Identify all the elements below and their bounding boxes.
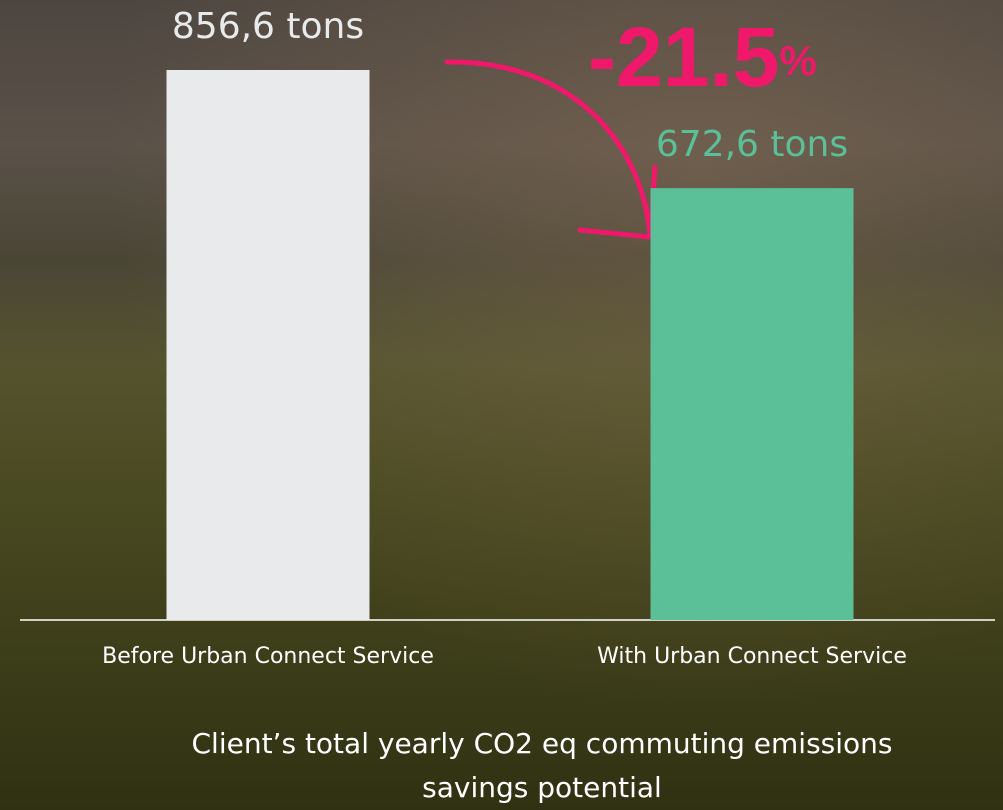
bar — [167, 70, 370, 620]
value-label: 856,6 tons — [172, 6, 364, 47]
chart-title: Client’s total yearly CO2 eq commuting e… — [160, 722, 924, 810]
change-unit: % — [779, 37, 816, 84]
bar — [651, 188, 854, 620]
slide: -21.5% 856,6 tons Before Urban Connect Se… — [0, 0, 1003, 810]
change-value: -21.5 — [588, 10, 779, 104]
x-tick-label: Before Urban Connect Service — [102, 644, 434, 669]
x-tick-label: With Urban Connect Service — [597, 644, 907, 669]
chart: -21.5% 856,6 tons Before Urban Connect Se… — [0, 0, 1003, 810]
value-label: 672,6 tons — [656, 124, 848, 165]
change-annotation: -21.5% — [588, 10, 817, 104]
